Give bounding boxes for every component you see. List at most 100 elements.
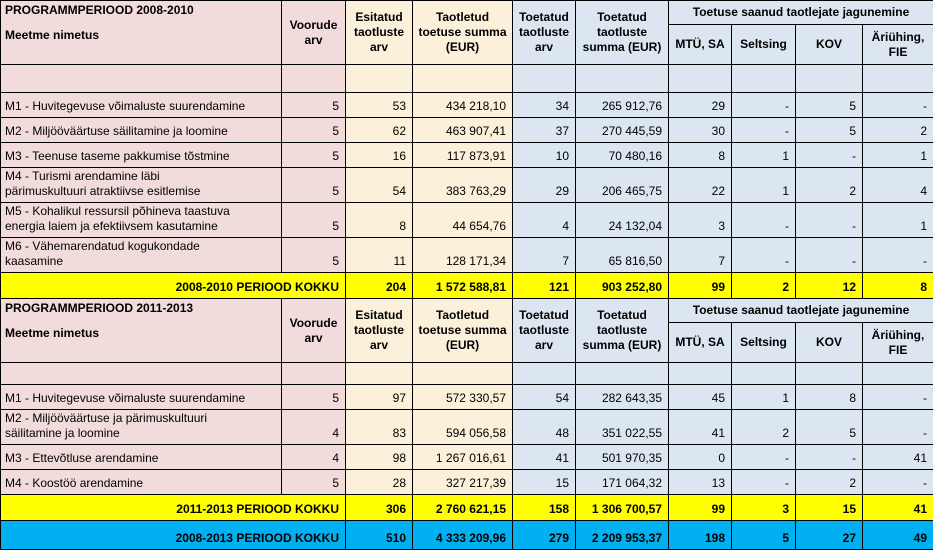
vooruded-cell[interactable]: 5 — [282, 238, 346, 273]
esitatud-arv-cell[interactable]: 62 — [346, 118, 413, 143]
taotletud-summa-cell[interactable]: 44 654,76 — [413, 203, 513, 238]
esitatud-header[interactable]: Esitatud taotluste arv — [346, 1, 413, 65]
toetatud-arv-cell[interactable]: 48 — [513, 410, 576, 445]
mtu-sa-cell[interactable]: 30 — [669, 118, 732, 143]
empty-cell[interactable] — [346, 65, 413, 93]
period-total-label[interactable]: 2008-2010 PERIOOD KOKKU — [1, 273, 346, 299]
mtu-sa-cell[interactable]: 41 — [669, 410, 732, 445]
total-seltsing-cell[interactable]: 3 — [732, 495, 796, 521]
jagunemine-group-header[interactable]: Toetuse saanud taotlejate jagunemine — [669, 299, 933, 323]
empty-cell[interactable] — [413, 363, 513, 385]
ariuhing-fie-cell[interactable]: 2 — [863, 118, 933, 143]
empty-cell[interactable] — [669, 363, 732, 385]
toetatud-summa-header[interactable]: Toetatud taotluste summa (EUR) — [576, 1, 669, 65]
measure-cell[interactable]: M2 - Miljööväärtuse säilitamine ja loomi… — [1, 118, 282, 143]
grand-toetatud-arv-cell[interactable]: 279 — [513, 521, 576, 550]
esitatud-arv-cell[interactable]: 54 — [346, 168, 413, 203]
seltsing-cell[interactable]: - — [732, 203, 796, 238]
kov-cell[interactable]: - — [796, 143, 863, 168]
vooruded-cell[interactable]: 5 — [282, 203, 346, 238]
vooruded-cell[interactable]: 4 — [282, 410, 346, 445]
ariuhing-fie-cell[interactable]: - — [863, 385, 933, 410]
seltsing-header[interactable]: Seltsing — [732, 323, 796, 363]
taotletud-summa-cell[interactable]: 594 056,58 — [413, 410, 513, 445]
total-ariuhing-fie-cell[interactable]: 41 — [863, 495, 933, 521]
grand-mtu-sa-cell[interactable]: 198 — [669, 521, 732, 550]
taotletud-summa-cell[interactable]: 383 763,29 — [413, 168, 513, 203]
esitatud-arv-cell[interactable]: 11 — [346, 238, 413, 273]
taotletud-summa-cell[interactable]: 327 217,39 — [413, 470, 513, 495]
empty-cell[interactable] — [1, 363, 282, 385]
toetatud-arv-cell[interactable]: 37 — [513, 118, 576, 143]
empty-cell[interactable] — [513, 363, 576, 385]
esitatud-arv-cell[interactable]: 98 — [346, 445, 413, 470]
empty-cell[interactable] — [669, 65, 732, 93]
mtu-sa-cell[interactable]: 8 — [669, 143, 732, 168]
measure-header-cell[interactable]: PROGRAMMPERIOOD 2011-2013 Meetme nimetus — [1, 299, 282, 363]
ariuhing-fie-header[interactable]: Äriühing, FIE — [863, 25, 933, 65]
measure-cell[interactable]: M4 - Koostöö arendamine — [1, 470, 282, 495]
toetatud-arv-cell[interactable]: 4 — [513, 203, 576, 238]
toetatud-summa-cell[interactable]: 270 445,59 — [576, 118, 669, 143]
empty-cell[interactable] — [346, 363, 413, 385]
ariuhing-fie-cell[interactable]: 1 — [863, 203, 933, 238]
total-ariuhing-fie-cell[interactable]: 8 — [863, 273, 933, 299]
total-toetatud-summa-cell[interactable]: 903 252,80 — [576, 273, 669, 299]
grand-kov-cell[interactable]: 27 — [796, 521, 863, 550]
vooruded-cell[interactable]: 5 — [282, 118, 346, 143]
empty-cell[interactable] — [513, 65, 576, 93]
ariuhing-fie-cell[interactable]: - — [863, 93, 933, 118]
kov-cell[interactable]: 8 — [796, 385, 863, 410]
toetatud-arv-cell[interactable]: 10 — [513, 143, 576, 168]
empty-cell[interactable] — [576, 363, 669, 385]
mtu-sa-cell[interactable]: 13 — [669, 470, 732, 495]
total-taotletud-summa-cell[interactable]: 1 572 588,81 — [413, 273, 513, 299]
kov-header[interactable]: KOV — [796, 25, 863, 65]
measure-cell[interactable]: M3 - Ettevõtluse arendamine — [1, 445, 282, 470]
total-taotletud-summa-cell[interactable]: 2 760 621,15 — [413, 495, 513, 521]
kov-cell[interactable]: 5 — [796, 410, 863, 445]
kov-cell[interactable]: - — [796, 203, 863, 238]
toetatud-arv-cell[interactable]: 41 — [513, 445, 576, 470]
esitatud-arv-cell[interactable]: 83 — [346, 410, 413, 445]
total-kov-cell[interactable]: 15 — [796, 495, 863, 521]
toetatud-summa-cell[interactable]: 265 912,76 — [576, 93, 669, 118]
measure-cell[interactable]: M4 - Turismi arendamine läbi pärimuskult… — [1, 168, 282, 203]
measure-cell[interactable]: M5 - Kohalikul ressursil põhineva taastu… — [1, 203, 282, 238]
toetatud-summa-cell[interactable]: 501 970,35 — [576, 445, 669, 470]
vooruded-cell[interactable]: 4 — [282, 445, 346, 470]
toetatud-arv-cell[interactable]: 29 — [513, 168, 576, 203]
toetatud-summa-header[interactable]: Toetatud taotluste summa (EUR) — [576, 299, 669, 363]
esitatud-header[interactable]: Esitatud taotluste arv — [346, 299, 413, 363]
empty-cell[interactable] — [796, 65, 863, 93]
esitatud-arv-cell[interactable]: 8 — [346, 203, 413, 238]
seltsing-cell[interactable]: 1 — [732, 143, 796, 168]
empty-cell[interactable] — [863, 363, 933, 385]
taotletud-summa-cell[interactable]: 117 873,91 — [413, 143, 513, 168]
toetatud-arv-cell[interactable]: 34 — [513, 93, 576, 118]
kov-cell[interactable]: - — [796, 445, 863, 470]
measure-cell[interactable]: M1 - Huvitegevuse võimaluste suurendamin… — [1, 385, 282, 410]
total-esitatud-arv-cell[interactable]: 306 — [346, 495, 413, 521]
vooruded-cell[interactable]: 5 — [282, 93, 346, 118]
esitatud-arv-cell[interactable]: 28 — [346, 470, 413, 495]
mtu-sa-cell[interactable]: 3 — [669, 203, 732, 238]
taotletud-summa-cell[interactable]: 128 171,34 — [413, 238, 513, 273]
vooruded-cell[interactable]: 5 — [282, 168, 346, 203]
vooruded-cell[interactable]: 5 — [282, 143, 346, 168]
seltsing-cell[interactable]: - — [732, 470, 796, 495]
vooruded-header[interactable]: Voorude arv — [282, 299, 346, 363]
ariuhing-fie-cell[interactable]: 41 — [863, 445, 933, 470]
seltsing-header[interactable]: Seltsing — [732, 25, 796, 65]
esitatud-arv-cell[interactable]: 97 — [346, 385, 413, 410]
empty-cell[interactable] — [732, 363, 796, 385]
empty-cell[interactable] — [863, 65, 933, 93]
toetatud-summa-cell[interactable]: 282 643,35 — [576, 385, 669, 410]
seltsing-cell[interactable]: - — [732, 118, 796, 143]
mtu-sa-header[interactable]: MTÜ, SA — [669, 323, 732, 363]
mtu-sa-cell[interactable]: 7 — [669, 238, 732, 273]
empty-cell[interactable] — [282, 65, 346, 93]
ariuhing-fie-cell[interactable]: 4 — [863, 168, 933, 203]
grand-ariuhing-fie-cell[interactable]: 49 — [863, 521, 933, 550]
seltsing-cell[interactable]: 1 — [732, 385, 796, 410]
